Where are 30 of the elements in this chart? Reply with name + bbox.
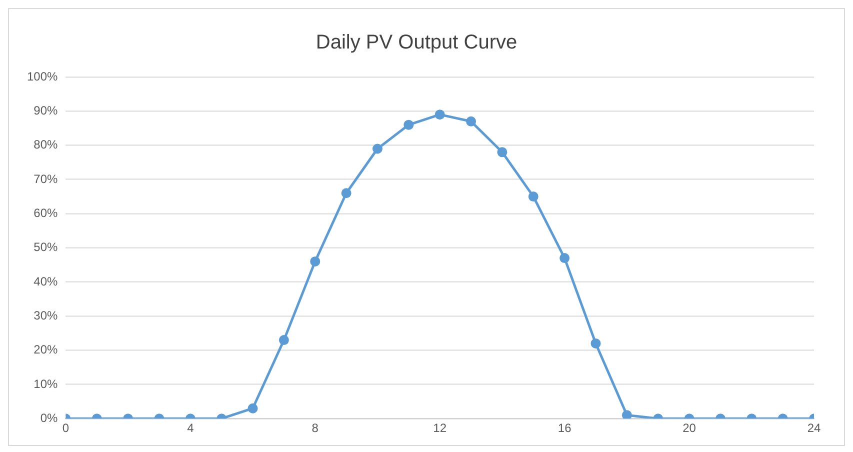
point	[497, 147, 508, 158]
y-tick-label: 100%	[26, 69, 58, 84]
y-tick-label: 0%	[40, 410, 58, 425]
point	[310, 256, 320, 266]
y-tick-label: 90%	[34, 103, 58, 118]
x-tick-label: 20	[682, 421, 696, 436]
x-tick-label: 12	[433, 421, 447, 436]
point	[466, 116, 476, 126]
y-tick-label: 40%	[34, 274, 58, 288]
point	[622, 410, 632, 419]
y-tick-label: 60%	[34, 206, 58, 220]
point	[372, 144, 382, 154]
x-tick-label: 8	[312, 421, 319, 436]
point	[434, 110, 445, 120]
y-tick-label: 80%	[34, 138, 58, 152]
point	[560, 253, 570, 264]
point	[341, 188, 352, 198]
y-tick-label: 10%	[34, 376, 58, 391]
y-tick-label: 30%	[34, 308, 58, 322]
point	[404, 120, 414, 130]
y-tick-label: 70%	[34, 172, 58, 186]
x-tick-label: 0	[62, 421, 70, 436]
y-tick-label: 50%	[34, 240, 58, 254]
x-tick-label: 16	[558, 421, 572, 436]
y-tick-label: 20%	[34, 342, 58, 357]
x-tick-label: 24	[807, 421, 821, 436]
x-tick-label: 4	[187, 421, 194, 436]
point	[590, 338, 601, 348]
chart-title: Daily PV Output Curve	[316, 32, 518, 54]
point	[528, 192, 538, 202]
